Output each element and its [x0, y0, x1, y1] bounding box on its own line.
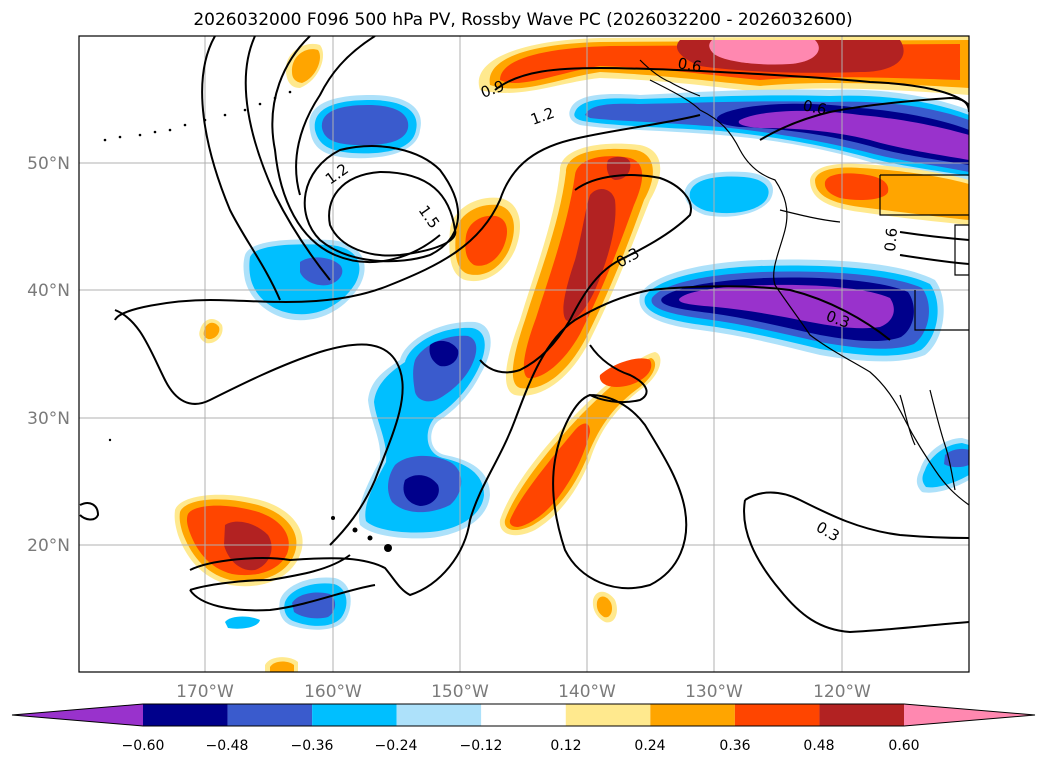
- lon-label: 120°W: [813, 682, 871, 702]
- contour-label: 0.6: [801, 96, 828, 119]
- colorbar: −0.60 −0.48 −0.36 −0.24 −0.12 0.12 0.24 …: [11, 703, 1036, 754]
- colorbar-swatch: [12, 704, 143, 726]
- pv-anomaly-fills: [174, 36, 969, 672]
- lon-label: 150°W: [431, 682, 489, 702]
- colorbar-tick-labels: −0.60 −0.48 −0.36 −0.24 −0.12 0.12 0.24 …: [122, 738, 920, 754]
- colorbar-swatch: [904, 704, 1035, 726]
- colorbar-tick-label: −0.36: [291, 738, 334, 754]
- longitude-labels: 170°W 160°W 150°W 140°W 130°W 120°W: [176, 682, 871, 702]
- colorbar-swatch: [227, 704, 313, 726]
- lon-label: 140°W: [558, 682, 616, 702]
- colorbar-tick-label: 0.24: [634, 738, 665, 754]
- rossby-wave-pc-contours: [79, 36, 969, 634]
- lon-label: 160°W: [304, 682, 362, 702]
- colorbar-tick-label: −0.24: [375, 738, 418, 754]
- colorbar-swatch: [734, 704, 820, 726]
- colorbar-swatch: [565, 704, 651, 726]
- colorbar-tick-label: 0.48: [803, 738, 834, 754]
- colorbar-tick-label: −0.60: [122, 738, 165, 754]
- colorbar-swatch: [312, 704, 397, 726]
- lat-label: 40°N: [27, 281, 70, 301]
- positive-anomaly-north-pacific: [478, 36, 969, 95]
- map-panel: 0.9 1.2 1.2 1.5 0.6 0.6 0.3 0.6 0.3 0.3: [78, 35, 970, 673]
- coastlines: [639, 59, 969, 506]
- colorbar-swatches: [11, 703, 1036, 727]
- colorbar-swatch: [396, 704, 482, 726]
- colorbar-swatch: [143, 704, 228, 726]
- lat-label: 20°N: [27, 536, 70, 556]
- lat-label: 50°N: [27, 154, 70, 174]
- colorbar-outline: [11, 703, 1036, 727]
- colorbar-tick-label: 0.60: [888, 738, 919, 754]
- colorbar-tick-label: −0.12: [460, 738, 503, 754]
- latitude-labels: 50°N 40°N 30°N 20°N: [27, 154, 70, 556]
- colorbar-tick-label: 0.12: [550, 738, 581, 754]
- figure-title: 2026032000 F096 500 hPa PV, Rossby Wave …: [193, 10, 852, 30]
- contour-label: 0.6: [676, 54, 703, 76]
- lon-label: 130°W: [685, 682, 743, 702]
- gridlines: [79, 36, 969, 672]
- colorbar-swatch: [481, 704, 566, 726]
- lon-label: 170°W: [176, 682, 234, 702]
- lat-label: 30°N: [27, 409, 70, 429]
- colorbar-tick-label: 0.36: [719, 738, 750, 754]
- contour-label: 0.6: [881, 227, 901, 252]
- colorbar-swatch: [650, 704, 735, 726]
- aleutian-islands: [103, 90, 392, 552]
- colorbar-swatch: [819, 704, 904, 726]
- colorbar-tick-label: −0.48: [206, 738, 249, 754]
